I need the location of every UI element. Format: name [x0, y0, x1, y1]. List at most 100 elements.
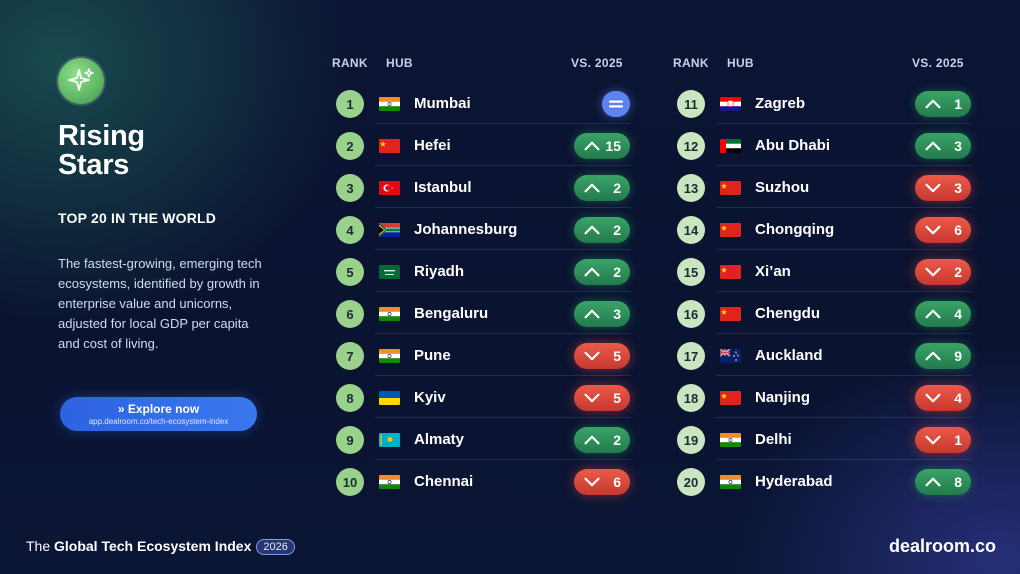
ukraine-flag-icon: [379, 391, 400, 405]
uae-flag-icon: [720, 139, 741, 153]
hub-name: Suzhou: [755, 179, 810, 196]
rank-down-badge: 6: [574, 469, 630, 495]
rank-down-badge: 3: [915, 175, 971, 201]
chevron-down-icon: [925, 225, 941, 235]
footer-title: Global Tech Ecosystem Index: [54, 538, 252, 554]
change-value: 2: [613, 432, 621, 448]
change-value: 2: [613, 264, 621, 280]
rank-number: 7: [336, 342, 364, 370]
rank-number: 6: [336, 300, 364, 328]
page-title: Rising Stars: [58, 122, 288, 180]
china-flag-icon: [720, 391, 741, 405]
rank-number: 13: [677, 174, 705, 202]
change-value: 1: [954, 96, 962, 112]
row-divider: [375, 165, 631, 166]
hub-name: Delhi: [755, 431, 792, 448]
hub-row: 16 Chengdu 4: [675, 292, 972, 334]
row-divider: [375, 333, 631, 334]
india-flag-icon: [379, 307, 400, 321]
chevron-down-icon: [584, 351, 600, 361]
chevron-down-icon: [925, 435, 941, 445]
index-title: The Global Tech Ecosystem Index 2026: [26, 538, 295, 555]
change-value: 6: [613, 474, 621, 490]
intro-panel: Rising Stars TOP 20 IN THE WORLD: [58, 58, 288, 226]
chevron-down-icon: [925, 183, 941, 193]
hub-row: 10 Chennai 6: [334, 460, 631, 502]
chevron-up-icon: [584, 225, 600, 235]
change-value: 2: [613, 180, 621, 196]
hub-row: 20 Hyderabad 8: [675, 460, 972, 502]
hub-row: 2 Hefei 15: [334, 124, 631, 166]
header-hub-left: HUB: [386, 56, 413, 70]
hub-name: Xi’an: [755, 263, 791, 280]
rank-number: 17: [677, 342, 705, 370]
south-africa-flag-icon: [379, 223, 400, 237]
change-value: 5: [613, 348, 621, 364]
hub-name: Riyadh: [414, 263, 465, 280]
chevron-down-icon: [925, 267, 941, 277]
row-divider: [716, 333, 972, 334]
rank-number: 4: [336, 216, 364, 244]
change-value: 3: [954, 138, 962, 154]
description: The fastest-growing, emerging tech ecosy…: [58, 256, 262, 351]
rank-number: 10: [336, 468, 364, 496]
row-divider: [375, 207, 631, 208]
rank-down-badge: 2: [915, 259, 971, 285]
hub-name: Chengdu: [755, 305, 820, 322]
croatia-flag-icon: [720, 97, 741, 111]
row-divider: [716, 165, 972, 166]
rank-up-badge: 3: [915, 133, 971, 159]
rank-up-badge: 2: [574, 259, 630, 285]
hub-name: Kyiv: [414, 389, 446, 406]
hub-row: 1 Mumbai: [334, 82, 631, 124]
hub-row: 5 Riyadh 2: [334, 250, 631, 292]
chevron-down-icon: [584, 393, 600, 403]
row-divider: [375, 291, 631, 292]
chevron-up-icon: [584, 309, 600, 319]
rank-down-badge: 5: [574, 343, 630, 369]
china-flag-icon: [379, 139, 400, 153]
hub-name: Almaty: [414, 431, 465, 448]
rank-up-badge: 9: [915, 343, 971, 369]
header-change-right: VS. 2025: [912, 56, 964, 70]
hub-name: Pune: [414, 347, 451, 364]
chevron-up-icon: [584, 435, 600, 445]
hub-name: Istanbul: [414, 179, 472, 196]
china-flag-icon: [720, 307, 741, 321]
change-value: 3: [954, 180, 962, 196]
rank-number: 11: [677, 90, 705, 118]
rank-up-badge: 2: [574, 175, 630, 201]
sparkle-icon: [58, 58, 104, 104]
hub-name: Nanjing: [755, 389, 810, 406]
explore-url: app.dealroom.co/tech-ecosystem-index: [88, 417, 229, 426]
turkey-flag-icon: [379, 181, 400, 195]
row-divider: [716, 207, 972, 208]
no-change-badge: [602, 91, 630, 117]
rank-up-badge: 3: [574, 301, 630, 327]
explore-now-button[interactable]: » Explore now app.dealroom.co/tech-ecosy…: [60, 397, 257, 431]
hub-name: Chongqing: [755, 221, 835, 238]
change-value: 2: [613, 222, 621, 238]
chevron-up-icon: [925, 477, 941, 487]
hub-row: 13 Suzhou 3: [675, 166, 972, 208]
hub-row: 11 Zagreb 1: [675, 82, 972, 124]
hub-row: 14 Chongqing 6: [675, 208, 972, 250]
hub-row: 15 Xi’an 2: [675, 250, 972, 292]
header-rank-right: RANK: [673, 56, 709, 70]
footer-prefix: The: [26, 538, 55, 554]
hub-row: 18 Nanjing 4: [675, 376, 972, 418]
chevron-down-icon: [584, 477, 600, 487]
change-value: 6: [954, 222, 962, 238]
chevron-up-icon: [925, 99, 941, 109]
change-value: 9: [954, 348, 962, 364]
change-value: 3: [613, 306, 621, 322]
chevron-up-icon: [925, 351, 941, 361]
change-value: 2: [954, 264, 962, 280]
rank-up-badge: 8: [915, 469, 971, 495]
row-divider: [716, 249, 972, 250]
hub-name: Mumbai: [414, 95, 471, 112]
change-value: 1: [954, 432, 962, 448]
hub-row: 3 Istanbul 2: [334, 166, 631, 208]
header-hub-right: HUB: [727, 56, 754, 70]
rank-number: 5: [336, 258, 364, 286]
